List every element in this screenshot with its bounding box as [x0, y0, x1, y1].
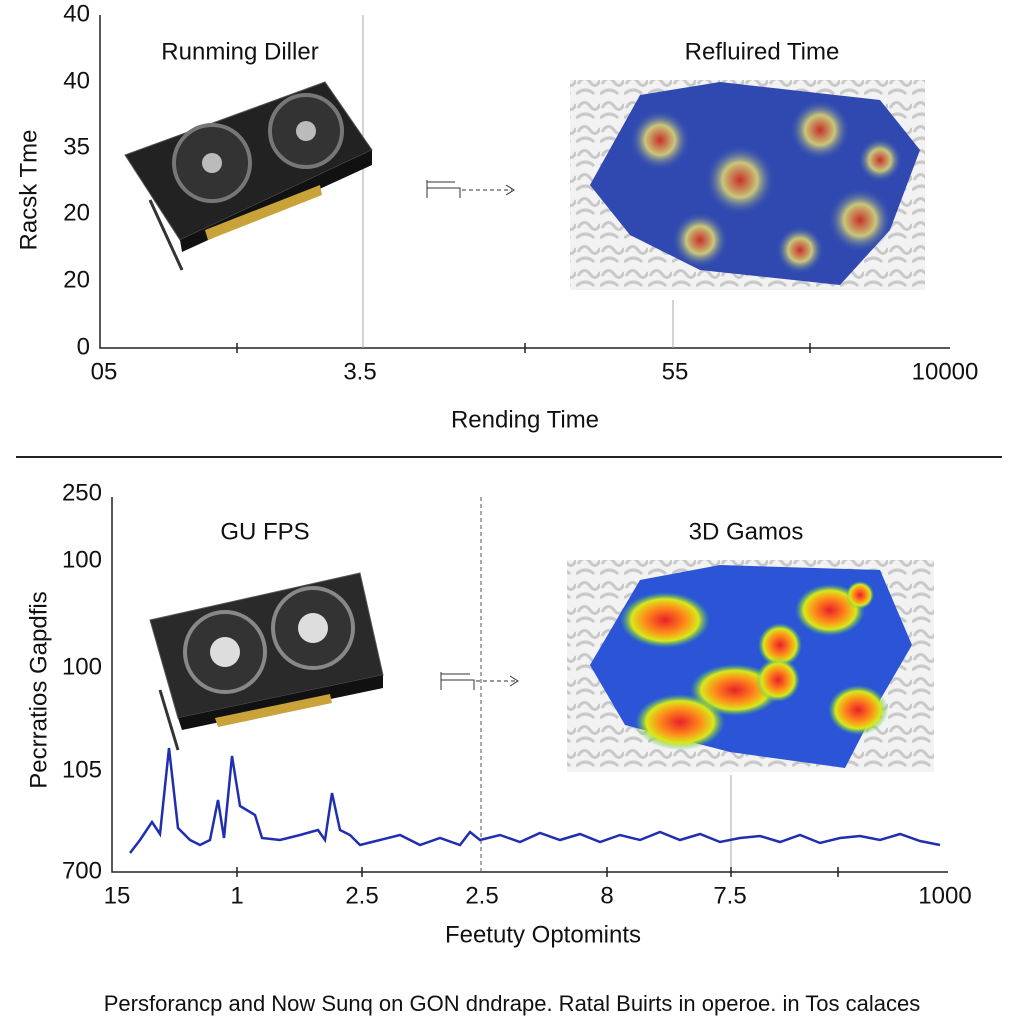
tick-marks [236, 867, 839, 877]
heatmap-image [570, 80, 925, 290]
x-tick-label: 1000 [918, 882, 971, 909]
gpu-image [149, 572, 384, 751]
y-tick-label: 105 [62, 756, 102, 783]
y-tick-label: 100 [62, 546, 102, 573]
caption: Persforancp and Now Sunq on GON dndrape.… [104, 991, 921, 1016]
x-tick-label: 1 [230, 882, 243, 909]
heatmap-image [567, 560, 934, 772]
y-tick-label: 20 [63, 266, 90, 293]
fps-trace [129, 747, 941, 854]
x-tick-label: 2.5 [465, 882, 498, 909]
x-tick-label: 7.5 [713, 882, 746, 909]
x-axis-title: Rending Time [451, 406, 599, 433]
y-tick-label: 0 [77, 333, 90, 360]
gpu-image [124, 81, 373, 271]
x-tick-label: 10000 [912, 358, 979, 385]
tick-marks [236, 343, 811, 353]
panel-title: Refluired Time [685, 38, 840, 65]
y-tick-label: 20 [63, 199, 90, 226]
bottom-panel: 250 100 100 105 700 15 1 2.5 2.5 8 7.5 1… [25, 479, 971, 948]
y-tick-label: 40 [63, 67, 90, 94]
y-tick-label: 250 [62, 479, 102, 506]
x-tick-label: 3.5 [343, 358, 376, 385]
y-tick-label: 100 [62, 653, 102, 680]
y-tick-label: 40 [63, 0, 90, 27]
x-axis-title: Feetuty Optomints [445, 921, 641, 948]
arrow [440, 672, 519, 690]
panel-title: GU FPS [220, 518, 309, 545]
axes [111, 497, 948, 873]
panel-title: Runming Diller [161, 38, 318, 65]
x-tick-label: 15 [104, 882, 131, 909]
x-tick-label: 8 [600, 882, 613, 909]
y-tick-label: 700 [62, 857, 102, 884]
panel-title: 3D Gamos [689, 518, 804, 545]
y-axis-title: Pecrratios Gapdfis [25, 591, 52, 788]
y-axis-title: Racsk Tme [15, 130, 42, 251]
axes [99, 15, 950, 349]
top-panel: 40 40 35 20 20 0 05 3.5 55 10000 Rending… [15, 0, 978, 433]
arrow [426, 180, 515, 198]
y-tick-label: 35 [63, 133, 90, 160]
x-tick-label: 55 [662, 358, 689, 385]
x-tick-label: 05 [91, 358, 118, 385]
x-tick-label: 2.5 [345, 882, 378, 909]
